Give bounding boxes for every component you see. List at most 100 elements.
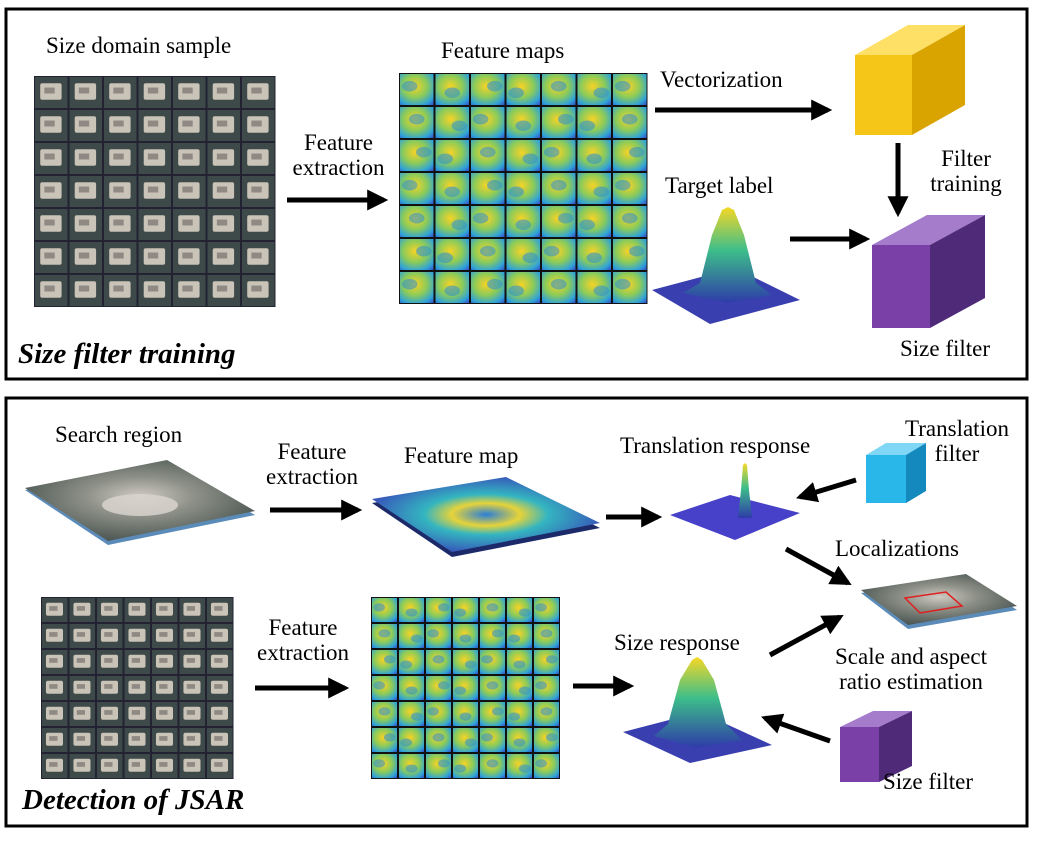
sample-tile — [207, 624, 233, 648]
feature-tile — [435, 74, 469, 105]
sample-tile — [69, 676, 95, 700]
sample-tile — [207, 598, 233, 622]
sample-tile — [104, 209, 137, 240]
feature-maps-grid — [399, 73, 648, 304]
sample-tile — [69, 176, 102, 207]
feature-tile — [471, 173, 505, 204]
sample-tile — [173, 209, 206, 240]
detection-panel — [4, 396, 1029, 828]
feature-tile — [577, 107, 611, 138]
feature-tile — [577, 272, 611, 303]
feature-tile — [534, 650, 559, 674]
feature-tile — [471, 107, 505, 138]
sample-tile — [69, 598, 95, 622]
section-title-training: Size filter training — [18, 338, 236, 370]
sample-tile — [69, 242, 102, 273]
label-localizations: Localizations — [835, 536, 959, 561]
sample-tile — [179, 676, 205, 700]
feature-tile — [577, 206, 611, 237]
label-size-domain-sample: Size domain sample — [46, 33, 232, 58]
feature-tile — [613, 173, 647, 204]
sample-tile — [152, 754, 178, 778]
sample-tile — [242, 209, 275, 240]
feature-tile — [480, 650, 505, 674]
feature-tile — [507, 754, 532, 778]
sample-tile — [207, 754, 233, 778]
sample-tile — [69, 702, 95, 726]
feature-tile — [372, 650, 397, 674]
feature-tile — [507, 598, 532, 622]
feature-tile — [426, 754, 451, 778]
arrow-translation-filter-to-response — [795, 477, 857, 503]
feature-tile — [471, 74, 505, 105]
sample-tile — [152, 598, 178, 622]
translation-response-surface — [670, 463, 800, 540]
feature-tile — [506, 239, 540, 270]
label-filter-training: Filter training — [930, 146, 1002, 196]
feature-tile — [435, 140, 469, 171]
sample-tile — [69, 728, 95, 752]
feature-tile — [400, 107, 434, 138]
feature-tile — [471, 206, 505, 237]
sample-tile — [207, 676, 233, 700]
feature-map-slab — [372, 477, 600, 557]
training-panel — [4, 7, 1029, 381]
sample-tile — [179, 598, 205, 622]
sample-tile — [242, 242, 275, 273]
feature-tile — [400, 74, 434, 105]
sample-tile — [207, 728, 233, 752]
sample-tile — [207, 650, 233, 674]
sample-tile — [35, 110, 68, 141]
label-feature-extraction-bottom-1: Feature extraction — [266, 439, 358, 489]
sample-tile — [179, 728, 205, 752]
sample-tile — [104, 176, 137, 207]
feature-tile — [426, 624, 451, 648]
feature-tile — [613, 206, 647, 237]
sample-tile — [152, 728, 178, 752]
sample-tile — [179, 624, 205, 648]
feature-tile — [453, 650, 478, 674]
feature-tile — [613, 239, 647, 270]
label-size-filter-bottom: Size filter — [883, 769, 974, 794]
sample-tile — [69, 275, 102, 306]
sample-tile — [207, 176, 240, 207]
sample-tile — [42, 728, 68, 752]
sample-tile — [173, 77, 206, 108]
label-size-response: Size response — [614, 630, 740, 655]
sample-tile — [104, 275, 137, 306]
label-feature-map: Feature map — [404, 443, 519, 468]
feature-tile — [372, 624, 397, 648]
sample-tile — [35, 242, 68, 273]
sample-tile — [207, 143, 240, 174]
sample-tile — [35, 275, 68, 306]
feature-tile — [542, 173, 576, 204]
feature-tile — [400, 239, 434, 270]
sample-tile — [69, 209, 102, 240]
sample-tile — [35, 209, 68, 240]
feature-tile — [435, 239, 469, 270]
search-sample-grid — [41, 597, 234, 779]
feature-tile — [506, 272, 540, 303]
feature-tile — [372, 702, 397, 726]
feature-tile — [426, 598, 451, 622]
feature-tile — [399, 676, 424, 700]
sample-tile — [104, 242, 137, 273]
feature-tile — [613, 74, 647, 105]
sample-tile — [97, 624, 123, 648]
label-translation-filter: Translation filter — [905, 416, 1009, 466]
sample-tile — [173, 176, 206, 207]
feature-tile — [534, 702, 559, 726]
sample-tile — [152, 702, 178, 726]
feature-tile — [453, 754, 478, 778]
feature-tile — [453, 676, 478, 700]
size-feature-maps-grid — [371, 597, 560, 779]
feature-tile — [542, 74, 576, 105]
feature-tile — [471, 239, 505, 270]
feature-tile — [480, 598, 505, 622]
feature-tile — [400, 140, 434, 171]
feature-tile — [372, 728, 397, 752]
feature-tile — [577, 239, 611, 270]
feature-tile — [613, 140, 647, 171]
feature-tile — [399, 754, 424, 778]
